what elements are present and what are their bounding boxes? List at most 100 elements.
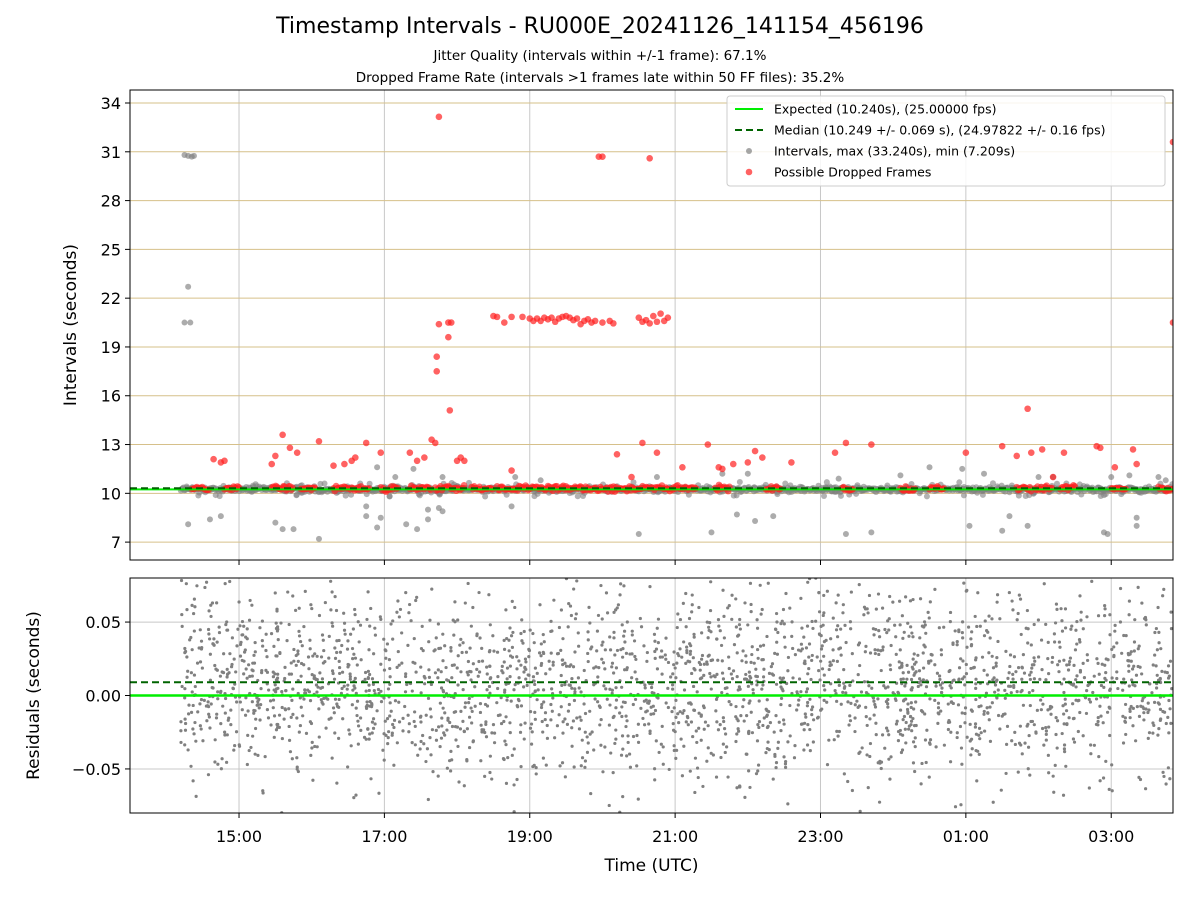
residual-point bbox=[674, 715, 678, 719]
residual-point bbox=[934, 745, 938, 749]
residual-point bbox=[904, 595, 908, 599]
residual-point bbox=[508, 664, 512, 668]
residual-point bbox=[200, 666, 204, 670]
residual-point bbox=[1122, 677, 1126, 681]
residual-point bbox=[848, 714, 852, 718]
residual-point bbox=[382, 637, 386, 641]
residual-point bbox=[384, 733, 388, 737]
interval-point bbox=[217, 513, 224, 520]
residual-point bbox=[198, 702, 202, 706]
residual-point bbox=[1062, 690, 1066, 695]
residual-point bbox=[909, 625, 913, 629]
residual-point bbox=[991, 800, 995, 804]
residual-point bbox=[614, 737, 618, 741]
residual-point bbox=[1113, 629, 1117, 633]
residual-point bbox=[693, 790, 697, 795]
residual-point bbox=[1032, 656, 1036, 660]
interval-point bbox=[966, 522, 973, 529]
residual-point bbox=[1144, 787, 1148, 791]
residual-point bbox=[258, 718, 262, 722]
residual-point bbox=[414, 670, 418, 674]
residual-point bbox=[332, 677, 337, 681]
residual-point bbox=[461, 688, 465, 692]
residual-point bbox=[883, 686, 888, 690]
residual-point bbox=[955, 731, 959, 735]
residual-point bbox=[315, 690, 319, 694]
residual-point bbox=[1088, 700, 1093, 704]
residual-point bbox=[592, 748, 596, 752]
residual-point bbox=[1030, 719, 1035, 724]
residual-point bbox=[573, 690, 577, 694]
residual-point bbox=[283, 676, 287, 681]
interval-point bbox=[425, 516, 431, 523]
residual-point bbox=[1108, 688, 1112, 692]
residual-point bbox=[1135, 705, 1139, 709]
residual-point bbox=[348, 674, 352, 679]
interval-point bbox=[956, 479, 963, 486]
residual-point bbox=[1060, 731, 1064, 736]
residual-point bbox=[924, 760, 928, 765]
residual-point bbox=[755, 618, 759, 622]
residual-point bbox=[727, 655, 731, 659]
residual-point bbox=[872, 699, 876, 703]
residual-point bbox=[549, 718, 553, 722]
residual-point bbox=[1146, 710, 1150, 715]
residual-point bbox=[508, 626, 512, 630]
residual-point bbox=[532, 641, 536, 645]
residual-point bbox=[220, 670, 224, 674]
residual-point bbox=[540, 719, 544, 724]
residual-point bbox=[559, 648, 563, 653]
residual-point bbox=[761, 643, 766, 647]
residual-point bbox=[692, 632, 696, 636]
residual-point bbox=[660, 724, 664, 728]
residual-point bbox=[422, 742, 426, 746]
residual-point bbox=[939, 653, 944, 657]
residual-point bbox=[786, 740, 790, 744]
residual-point bbox=[502, 647, 507, 651]
residual-point bbox=[907, 724, 911, 728]
residual-point bbox=[397, 720, 402, 724]
residual-point bbox=[425, 747, 430, 751]
residual-point bbox=[716, 728, 721, 732]
residual-point bbox=[750, 645, 754, 649]
residual-point bbox=[275, 609, 279, 613]
residual-point bbox=[259, 702, 263, 707]
residual-point bbox=[974, 677, 978, 681]
residual-point bbox=[1029, 643, 1033, 647]
residual-point bbox=[250, 603, 254, 607]
residual-point bbox=[563, 683, 567, 687]
residual-point bbox=[469, 706, 473, 710]
residual-point bbox=[434, 738, 439, 742]
residual-point bbox=[1078, 594, 1082, 598]
residual-point bbox=[1073, 648, 1078, 652]
residual-point bbox=[757, 720, 762, 724]
residual-point bbox=[1055, 746, 1059, 750]
residual-point bbox=[603, 745, 607, 749]
residual-point bbox=[1161, 770, 1165, 774]
dropped-frame-point bbox=[315, 437, 323, 445]
residual-point bbox=[592, 666, 596, 670]
residual-point bbox=[401, 716, 405, 720]
residual-point bbox=[860, 746, 864, 750]
residual-point bbox=[901, 677, 905, 681]
residual-point bbox=[1095, 657, 1099, 661]
residual-point bbox=[352, 652, 356, 656]
residual-point bbox=[878, 635, 882, 639]
interval-point bbox=[293, 492, 300, 499]
interval-point bbox=[425, 506, 431, 513]
residual-point bbox=[522, 737, 526, 741]
residual-point bbox=[313, 652, 317, 656]
residual-point bbox=[608, 703, 612, 707]
residual-point bbox=[1062, 712, 1066, 716]
residual-point bbox=[903, 727, 907, 731]
residual-point bbox=[1028, 773, 1032, 777]
residual-point bbox=[782, 755, 786, 759]
residual-point bbox=[445, 678, 449, 682]
residual-point bbox=[1047, 725, 1051, 729]
residual-point bbox=[633, 654, 637, 659]
residual-point bbox=[1060, 619, 1064, 623]
residual-point bbox=[639, 706, 643, 710]
residual-point bbox=[923, 738, 928, 742]
residual-point bbox=[1079, 610, 1083, 614]
residual-point bbox=[734, 625, 738, 629]
